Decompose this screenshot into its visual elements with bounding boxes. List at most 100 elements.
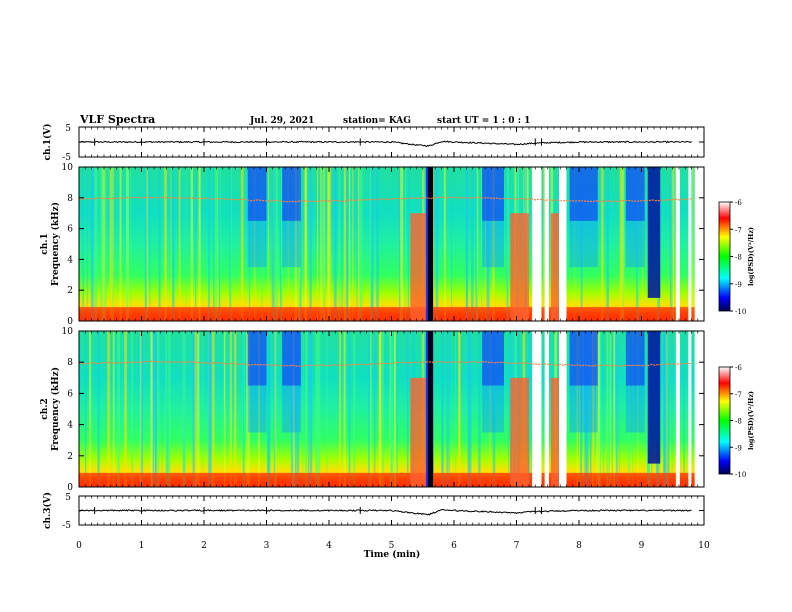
spectrogram-streak bbox=[352, 167, 354, 321]
spectrogram-streak bbox=[485, 167, 487, 321]
broadband-burst bbox=[410, 213, 426, 321]
channel-label: ch.2 bbox=[40, 398, 50, 419]
spectrogram-streak bbox=[202, 331, 203, 487]
y-tick-label: 0 bbox=[67, 483, 73, 493]
spectrogram-streak bbox=[89, 331, 92, 487]
ch2-colorbar: -6 -7 -8 -9 -10 log(PSD)(V²/Hz) bbox=[718, 364, 755, 479]
low-power-region bbox=[569, 385, 598, 433]
spectrogram-streak bbox=[574, 167, 575, 321]
spectrogram-streak bbox=[117, 331, 121, 487]
spectrogram-streak bbox=[621, 167, 624, 321]
y-tick-label: 5 bbox=[65, 493, 71, 503]
spectrogram-streak bbox=[448, 331, 450, 487]
spectrogram-streak bbox=[273, 331, 276, 487]
spectrogram-streak bbox=[190, 167, 193, 321]
spectrogram-background bbox=[79, 167, 704, 321]
spectrogram-streak bbox=[608, 331, 610, 487]
spectrogram-streak bbox=[82, 167, 84, 321]
spectrogram-streak bbox=[353, 331, 356, 487]
right-margin bbox=[694, 167, 704, 321]
black-bar-edge bbox=[425, 167, 428, 321]
spectrogram-streak bbox=[294, 331, 297, 487]
colorbar-tick-label: -6 bbox=[735, 364, 742, 372]
spectrogram-streak bbox=[481, 167, 483, 321]
spectrogram-streak bbox=[167, 331, 171, 487]
y-tick-label: 6 bbox=[67, 389, 73, 399]
colorbar-tick-label: -7 bbox=[735, 391, 742, 399]
x-tick-label: 2 bbox=[201, 541, 207, 551]
y-axis-label: ch.1(V) bbox=[42, 124, 53, 161]
spectrogram-streak bbox=[211, 331, 215, 487]
spectrogram-streak bbox=[300, 167, 302, 321]
start-time-label: start UT = 1 : 0 : 1 bbox=[437, 116, 530, 126]
spectrogram-streak bbox=[100, 167, 103, 321]
spectrogram-streak bbox=[326, 331, 328, 487]
spectrogram-streak bbox=[580, 331, 583, 487]
spectrogram-streak bbox=[146, 167, 148, 321]
broadband-burst bbox=[510, 377, 529, 487]
spectrogram-streak bbox=[243, 331, 245, 487]
spectrogram-streak bbox=[309, 167, 312, 321]
spectrogram-streak bbox=[601, 167, 604, 321]
broadband-burst bbox=[510, 213, 529, 321]
spectrogram-streak bbox=[267, 167, 269, 321]
spectrogram-streak bbox=[637, 167, 639, 321]
spectrogram-streak bbox=[158, 167, 161, 321]
spectrogram-streak bbox=[101, 167, 105, 321]
spectrogram-streak bbox=[368, 331, 370, 487]
low-power-region bbox=[569, 220, 598, 268]
spectrogram-streak bbox=[298, 167, 302, 321]
spectrogram-streak bbox=[217, 167, 219, 321]
spectrogram-streak bbox=[606, 331, 609, 487]
spectrogram-streak bbox=[432, 167, 434, 321]
spectrogram-streak bbox=[671, 331, 673, 487]
spectrogram-streak bbox=[323, 167, 325, 321]
waveform-trace bbox=[78, 508, 692, 516]
colorbar-tick-label: -9 bbox=[735, 281, 742, 289]
spectrogram-streak bbox=[471, 167, 474, 321]
spectrogram-streak bbox=[233, 331, 237, 487]
spectrogram-streak bbox=[441, 331, 443, 487]
spectrogram-streak bbox=[208, 331, 211, 487]
spectrogram-streak bbox=[378, 331, 380, 487]
low-power-region bbox=[625, 331, 645, 386]
spectrogram-streak bbox=[290, 331, 294, 487]
spectrogram-streak bbox=[584, 331, 587, 487]
spectrogram-streak bbox=[338, 167, 341, 321]
low-power-region bbox=[625, 385, 645, 433]
tone-8khz bbox=[78, 360, 692, 367]
saturated-gap bbox=[559, 331, 567, 487]
right-margin bbox=[694, 331, 704, 487]
spectrogram-streak bbox=[271, 167, 275, 321]
spectrogram-streak bbox=[405, 167, 407, 321]
spectrogram-streak bbox=[107, 331, 111, 487]
spectrogram-streak bbox=[579, 331, 581, 487]
spectrogram-streak bbox=[155, 331, 157, 487]
spectrogram-streak bbox=[165, 331, 168, 487]
spectrogram-streak bbox=[214, 167, 218, 321]
spectrogram-streak bbox=[103, 167, 107, 321]
saturated-gap bbox=[675, 167, 680, 321]
spectrogram-streak bbox=[304, 167, 307, 321]
spectrogram-streak bbox=[178, 167, 181, 321]
spectrogram-streak bbox=[458, 331, 461, 487]
x-tick-label: 1 bbox=[139, 541, 145, 551]
spectrogram-streak bbox=[543, 167, 546, 321]
spectrogram-streak bbox=[435, 167, 439, 321]
broadband-burst bbox=[550, 377, 561, 487]
y-tick-label: 10 bbox=[62, 327, 74, 337]
spectrogram-streak bbox=[223, 331, 226, 487]
x-tick-label: 9 bbox=[639, 541, 645, 551]
x-tick-label: 5 bbox=[389, 541, 395, 551]
spectrogram-streak bbox=[305, 331, 308, 487]
spectrogram-streak bbox=[280, 167, 283, 321]
spectrogram-streak bbox=[356, 167, 358, 321]
spectrogram-streak bbox=[407, 167, 410, 321]
low-power-region bbox=[247, 385, 267, 433]
y-tick-label: 2 bbox=[67, 286, 73, 296]
spectrogram-streak bbox=[213, 167, 215, 321]
colorbar-tick-label: -10 bbox=[735, 308, 746, 316]
spectrogram-streak bbox=[580, 167, 583, 321]
spectrogram-streak bbox=[618, 331, 620, 487]
